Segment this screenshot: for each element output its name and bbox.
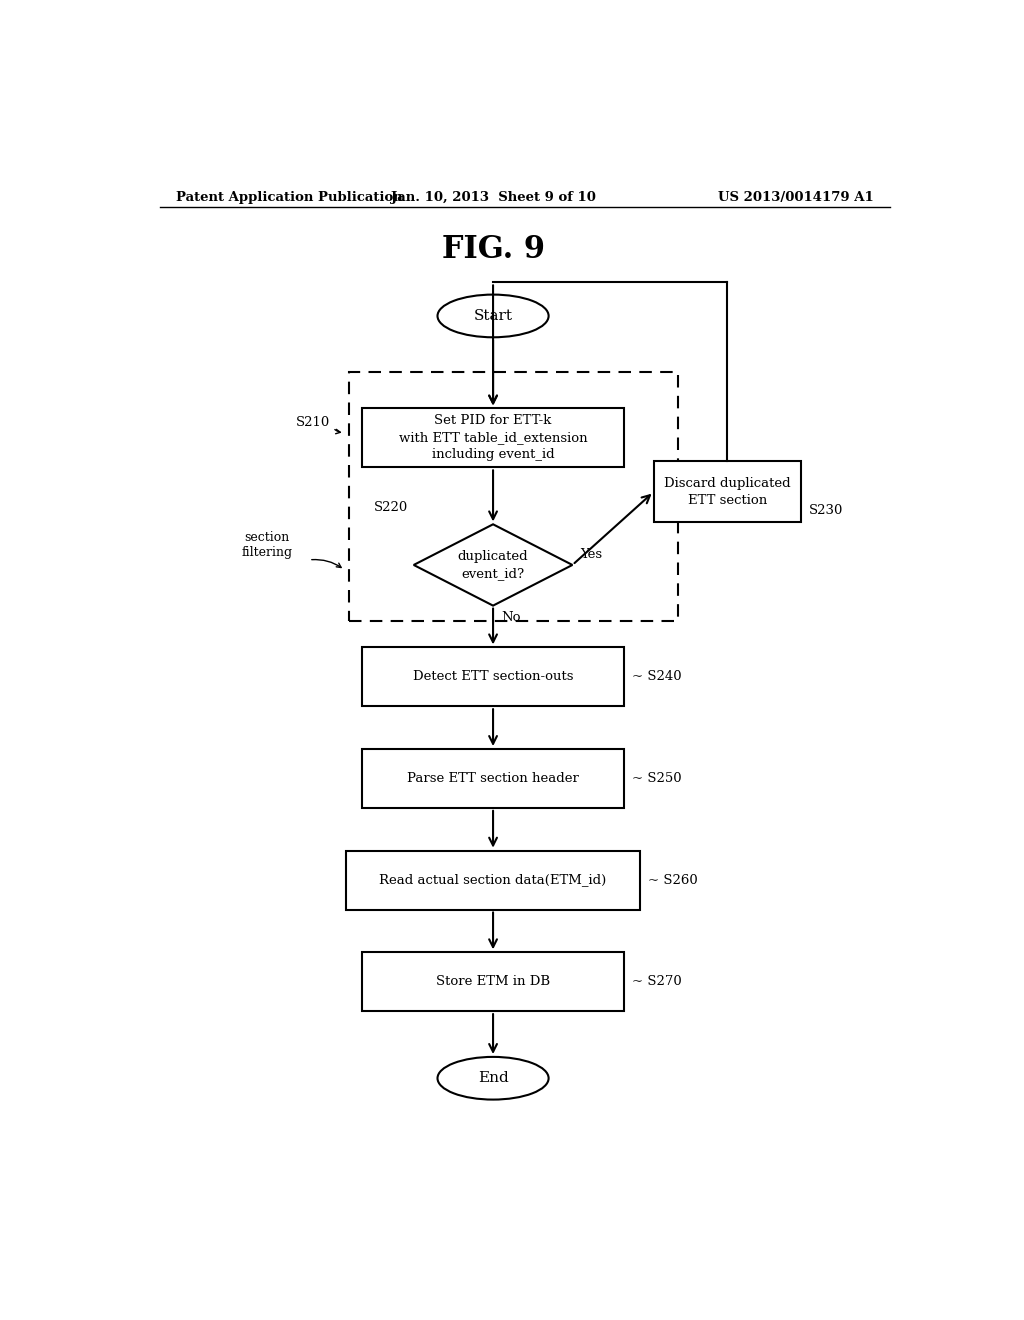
Text: ~ S270: ~ S270 xyxy=(632,975,682,989)
Text: Detect ETT section-outs: Detect ETT section-outs xyxy=(413,671,573,684)
Text: Set PID for ETT-k
with ETT table_id_extension
including event_id: Set PID for ETT-k with ETT table_id_exte… xyxy=(398,414,588,462)
Text: Patent Application Publication: Patent Application Publication xyxy=(176,190,402,203)
Text: duplicated
event_id?: duplicated event_id? xyxy=(458,550,528,579)
Bar xyxy=(348,372,678,620)
Ellipse shape xyxy=(437,294,549,338)
Text: ~ S260: ~ S260 xyxy=(648,874,697,887)
Text: Start: Start xyxy=(473,309,513,323)
Bar xyxy=(362,408,624,467)
Text: US 2013/0014179 A1: US 2013/0014179 A1 xyxy=(718,190,873,203)
Ellipse shape xyxy=(437,1057,549,1100)
Polygon shape xyxy=(414,524,572,606)
Bar xyxy=(653,461,801,523)
Text: S230: S230 xyxy=(809,504,843,517)
Text: ~ S240: ~ S240 xyxy=(632,671,682,684)
Text: Parse ETT section header: Parse ETT section header xyxy=(408,772,579,785)
Text: Discard duplicated
ETT section: Discard duplicated ETT section xyxy=(664,477,791,507)
Text: S210: S210 xyxy=(296,416,331,429)
Bar xyxy=(362,748,624,808)
Text: End: End xyxy=(477,1072,509,1085)
Bar xyxy=(346,850,640,909)
Text: ~ S250: ~ S250 xyxy=(632,772,682,785)
Text: Store ETM in DB: Store ETM in DB xyxy=(436,975,550,989)
Text: S220: S220 xyxy=(374,502,409,515)
Text: section
filtering: section filtering xyxy=(242,531,293,558)
Text: FIG. 9: FIG. 9 xyxy=(441,235,545,265)
Bar xyxy=(362,952,624,1011)
Text: Yes: Yes xyxy=(581,548,602,561)
Bar xyxy=(362,647,624,706)
Text: Jan. 10, 2013  Sheet 9 of 10: Jan. 10, 2013 Sheet 9 of 10 xyxy=(390,190,596,203)
Text: No: No xyxy=(501,611,520,623)
Text: Read actual section data(ETM_id): Read actual section data(ETM_id) xyxy=(380,874,606,887)
